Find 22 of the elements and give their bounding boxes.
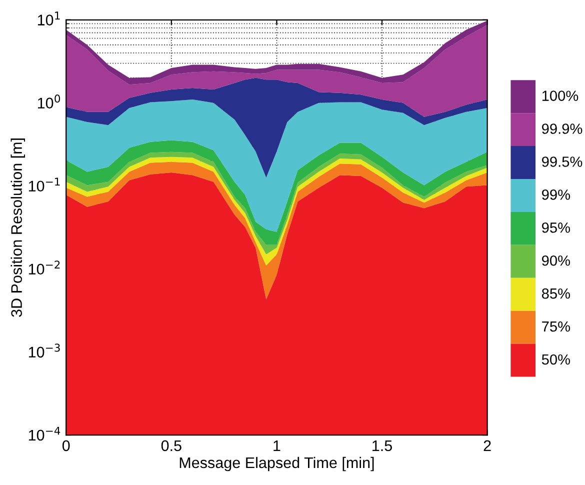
legend-label: 75% [542,321,570,332]
legend-label: 85% [542,288,570,299]
legend-label: 100% [542,90,578,101]
legend-label: 50% [542,354,570,365]
x-tick-label: 1 [274,440,280,451]
legend-label: 99.9% [542,124,582,134]
legend-label: 99% [542,190,570,200]
y-axis-title: 3D Position Resolution [m] [10,138,26,317]
y-tick-label: 10$^{1}$ [38,12,60,26]
y-tick-label: 10$^{−3}$ [28,344,60,358]
x-tick-label: 0.5 [161,440,182,452]
legend-label: 99.5% [542,156,582,167]
x-tick-label: 0 [62,440,70,452]
y-tick-label: 10$^{−2}$ [28,260,60,275]
legend-label: 90% [542,255,570,266]
x-tick-label: 2 [484,440,491,451]
y-tick-label: 10$^{−1}$ [28,178,60,192]
legend-label: 95% [542,222,570,233]
y-tick-label: 10$^{0}$ [38,94,60,108]
x-axis-title: Message Elapsed Time [min] [180,456,374,472]
x-tick-label: 1.5 [372,440,392,452]
y-tick-label: 10$^{−4}$ [28,426,60,441]
